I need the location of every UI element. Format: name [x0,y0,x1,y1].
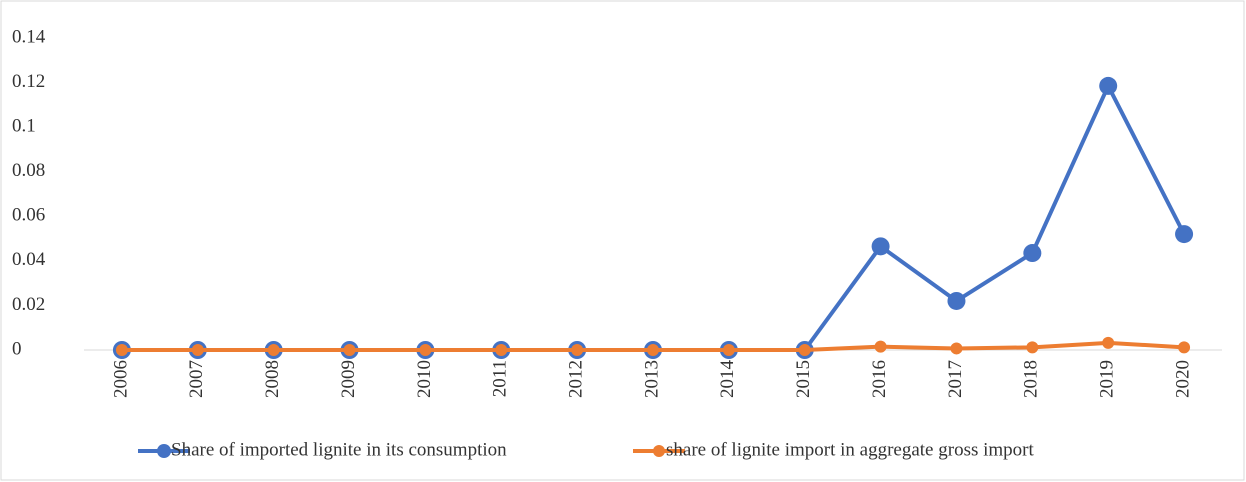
legend-marker [653,445,665,457]
series-marker [495,344,508,356]
y-tick-label: 0.08 [12,160,45,181]
series-marker [1023,244,1042,263]
x-tick-label: 2015 [793,360,814,398]
series-marker [798,344,811,356]
series-marker [722,344,735,356]
series-marker [267,344,280,356]
series-marker [419,344,432,356]
series-marker [343,344,356,356]
x-tick-label: 2020 [1172,360,1193,398]
y-tick-label: 0.14 [12,26,46,47]
series-marker [1099,76,1118,95]
legend-label: Share of imported lignite in its consump… [171,439,507,460]
y-tick-label: 0.04 [12,249,46,270]
x-tick-label: 2012 [565,360,586,398]
x-tick-label: 2013 [641,360,662,398]
y-tick-label: 0.02 [12,294,45,315]
x-tick-label: 2011 [490,360,511,397]
x-tick-label: 2018 [1021,360,1042,398]
series-marker [1102,336,1115,349]
legend-label: share of lignite import in aggregate gro… [666,439,1034,460]
series-marker [950,342,963,355]
y-tick-label: 0 [12,338,22,359]
x-tick-label: 2017 [945,360,966,398]
x-tick-label: 2019 [1097,360,1118,398]
x-tick-label: 2006 [110,360,131,398]
series-marker [191,344,204,356]
series-marker [947,291,966,310]
series-marker [1175,225,1194,244]
x-tick-label: 2014 [717,360,738,399]
x-tick-label: 2008 [262,360,283,398]
series-marker [571,344,584,356]
series-marker [647,344,659,356]
x-tick-label: 2009 [338,360,359,398]
x-tick-label: 2010 [414,360,435,398]
series-marker [871,237,890,256]
series-marker [115,344,128,356]
series-line [121,83,1186,352]
y-tick-label: 0.12 [12,71,45,92]
series-marker [1178,341,1191,354]
x-tick-label: 2016 [869,360,890,398]
y-tick-label: 0.06 [12,205,45,226]
series-marker [874,340,887,353]
x-tick-label: 2007 [186,360,207,398]
legend-marker [157,444,171,458]
y-tick-label: 0.1 [12,116,36,137]
series-marker [1026,341,1039,354]
